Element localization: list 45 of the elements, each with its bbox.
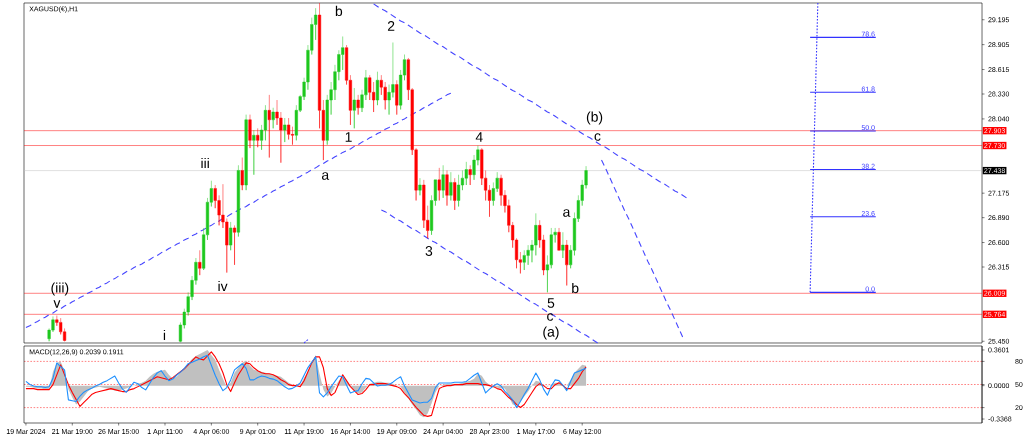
annotation: 5 xyxy=(547,298,555,308)
candlestick xyxy=(375,71,380,106)
candlestick xyxy=(526,244,530,266)
candlestick xyxy=(453,177,457,211)
annotation: (b) xyxy=(586,111,603,125)
candlestick xyxy=(457,174,461,207)
annotation: iv xyxy=(218,280,228,292)
candlestick xyxy=(352,87,356,129)
candlestick xyxy=(561,231,565,259)
candlestick xyxy=(418,177,422,196)
candlestick xyxy=(464,161,468,186)
annotation: iii xyxy=(201,157,209,169)
annotation: 1 xyxy=(345,132,352,142)
candlestick xyxy=(232,225,237,266)
candlestick xyxy=(356,94,360,115)
candlestick xyxy=(445,170,449,206)
candlestick xyxy=(283,117,287,143)
annotation: a xyxy=(321,172,330,180)
annotation: 3 xyxy=(425,246,433,256)
annotation: (iii) xyxy=(51,282,69,296)
candlestick xyxy=(395,80,399,115)
candlestick xyxy=(271,107,275,129)
candlestick xyxy=(449,171,453,201)
candlestick xyxy=(565,239,569,286)
candlestick xyxy=(441,165,445,199)
annotation: c xyxy=(594,133,601,141)
annotation: (a) xyxy=(543,326,559,340)
candlestick xyxy=(198,250,202,276)
candlestick xyxy=(236,165,240,237)
annotation: a xyxy=(563,209,571,217)
annotation: v xyxy=(53,300,61,308)
annotation: 2 xyxy=(387,21,395,31)
candlestick xyxy=(240,157,244,191)
annotation: 4 xyxy=(475,132,483,142)
candlestick xyxy=(229,221,233,251)
annotation: c xyxy=(547,313,554,321)
annotation: b xyxy=(335,5,343,17)
annotation: b xyxy=(572,282,579,294)
candlestick xyxy=(468,165,472,186)
candlestick xyxy=(252,129,256,175)
candlestick xyxy=(244,114,248,191)
candlestick xyxy=(437,167,441,201)
line-series xyxy=(25,92,452,329)
candlestick xyxy=(557,227,561,251)
annotation: i xyxy=(163,329,166,341)
